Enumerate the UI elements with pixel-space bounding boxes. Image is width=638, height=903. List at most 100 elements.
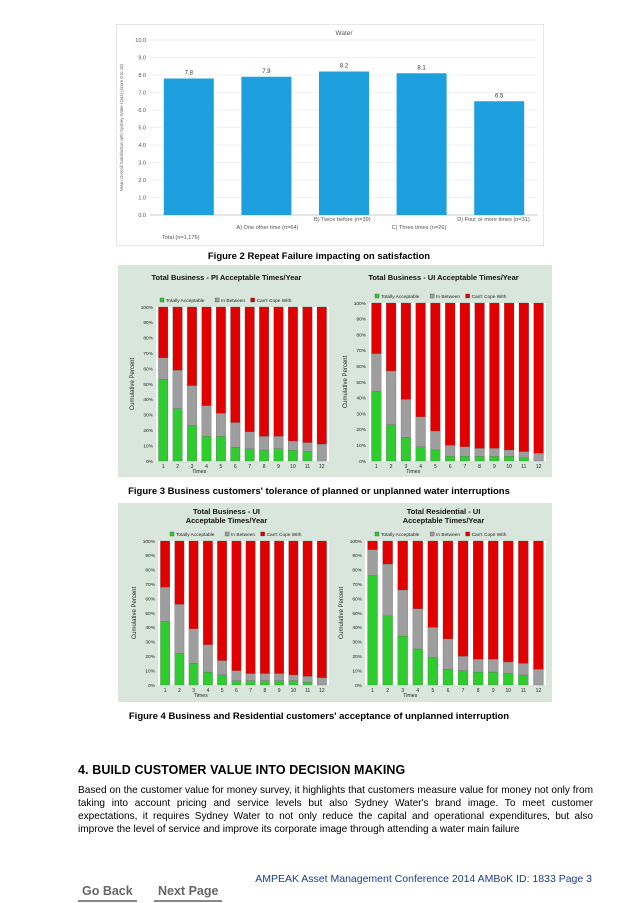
- x-category-label: A) One other time (n=64): [236, 225, 298, 231]
- legend-swatch: [224, 531, 230, 537]
- x-tick-label: 12: [536, 688, 542, 694]
- y-tick-label: 0%: [355, 683, 363, 689]
- stacked-bar-segment: [160, 540, 170, 588]
- stacked-bar-segment: [273, 306, 284, 437]
- chart-title: Water: [335, 30, 353, 37]
- y-tick-label: 0%: [146, 459, 154, 465]
- stacked-bar-segment: [412, 608, 423, 650]
- stacked-bar-segment: [488, 671, 499, 686]
- x-tick-label: 11: [521, 464, 526, 470]
- x-tick-label: 12: [536, 464, 542, 470]
- legend-swatch: [159, 297, 165, 303]
- stacked-bar-segment: [518, 457, 529, 462]
- x-tick-label: 6: [234, 464, 237, 470]
- stacked-bar-segment: [503, 673, 514, 686]
- legend-label: Can't Cope With: [267, 532, 302, 538]
- stacked-bar-segment: [302, 442, 313, 452]
- x-tick-label: 1: [375, 464, 378, 470]
- stacked-bar-segment: [473, 671, 484, 686]
- y-tick-label: 7.0: [138, 91, 146, 97]
- stacked-bar-segment: [473, 540, 484, 660]
- stacked-bar-segment: [187, 385, 197, 426]
- stacked-bar-segment: [459, 456, 470, 462]
- stacked-bar-segment: [488, 540, 499, 660]
- stacked-bar-segment: [260, 673, 270, 681]
- y-tick-label: 30%: [352, 640, 362, 646]
- legend-swatch: [374, 293, 380, 299]
- stacked-bar-segment: [215, 436, 226, 462]
- y-tick-label: 100%: [354, 301, 367, 307]
- stacked-bar-segment: [518, 451, 529, 458]
- stacked-bar-segment: [244, 431, 255, 449]
- x-tick-label: 6: [447, 688, 450, 694]
- stacked-bar-segment: [442, 540, 454, 640]
- legend-label: Totally Acceptable: [166, 298, 205, 304]
- y-tick-label: 20%: [352, 654, 362, 660]
- y-tick-label: 70%: [145, 582, 155, 588]
- x-tick-label: 1: [162, 464, 165, 470]
- legend: Totally Acceptable In Between Can't Cope W…: [169, 531, 302, 538]
- x-tick-label: 12: [319, 464, 325, 470]
- stacked-bar-segment: [386, 370, 397, 425]
- stacked-bar-segment: [273, 436, 284, 449]
- x-tick-label: 8: [263, 688, 266, 694]
- stacked-bar-segment: [316, 306, 327, 445]
- y-tick-label: 90%: [356, 317, 366, 323]
- y-tick-label: 8.0: [138, 73, 146, 79]
- x-tick-label: 9: [278, 688, 281, 694]
- stacked-bar-segment: [386, 302, 397, 372]
- y-tick-label: 100%: [143, 539, 156, 545]
- stacked-bar-segment: [172, 408, 183, 462]
- stacked-bar-segment: [259, 306, 270, 437]
- next-page-link[interactable]: Next Page: [154, 884, 223, 902]
- data-label: 7.8: [185, 71, 194, 77]
- y-tick-label: 10%: [145, 668, 155, 674]
- chart-title: Total Business - PI Acceptable Times/Yea…: [152, 273, 302, 282]
- stacked-bar-segment: [302, 681, 313, 686]
- figure-3-caption: Figure 3 Business customers' tolerance o…: [128, 486, 510, 497]
- stacked-bar-segment: [288, 450, 298, 462]
- stacked-bar-segment: [160, 621, 170, 686]
- stacked-bar-segment: [367, 575, 378, 686]
- stacked-bar-segment: [430, 430, 441, 451]
- stacked-bar-segment: [415, 416, 426, 447]
- data-label: 8.1: [417, 65, 426, 71]
- stacked-bar-segment: [288, 306, 298, 442]
- stacked-bar-segment: [427, 540, 438, 628]
- stacked-bar-segment: [259, 436, 270, 451]
- y-tick-label: 10.0: [135, 38, 146, 44]
- y-tick-label: 50%: [145, 611, 155, 617]
- x-tick-label: 4: [205, 464, 208, 470]
- stacked-bar-segment: [504, 302, 515, 451]
- stacked-bar-segment: [188, 540, 199, 629]
- y-tick-label: 70%: [352, 582, 362, 588]
- legend-swatch: [374, 531, 380, 537]
- y-axis-label: Cumulative Percent: [339, 586, 345, 639]
- x-tick-label: 8: [478, 464, 481, 470]
- stacked-bar-segment: [459, 302, 470, 447]
- stacked-bar-segment: [217, 674, 227, 686]
- x-tick-label: 10: [290, 464, 296, 470]
- legend-label: In Between: [436, 532, 460, 538]
- legend-swatch: [429, 531, 435, 537]
- y-tick-label: 40%: [145, 625, 155, 631]
- stacked-bar-segment: [382, 615, 393, 686]
- stacked-bar-segment: [260, 680, 270, 686]
- stacked-bar-segment: [412, 540, 423, 609]
- go-back-link[interactable]: Go Back: [78, 884, 137, 902]
- y-tick-label: 0%: [359, 459, 367, 465]
- plot-area: [158, 541, 329, 685]
- y-tick-label: 90%: [352, 553, 362, 559]
- legend: Totally Acceptable In Between Can't Cope W…: [374, 293, 507, 300]
- y-tick-label: 1.0: [138, 196, 146, 202]
- stacked-bar-segment: [245, 680, 256, 686]
- x-tick-label: 7: [248, 464, 251, 470]
- stacked-bar-segment: [459, 446, 470, 457]
- stacked-bar-segment: [400, 399, 411, 438]
- x-tick-label: 5: [221, 688, 224, 694]
- stacked-bar-segment: [415, 446, 426, 462]
- x-tick-label: 3: [401, 688, 404, 694]
- plot-area: [369, 303, 546, 461]
- stacked-bar-segment: [302, 676, 313, 683]
- y-tick-label: 10%: [143, 443, 153, 449]
